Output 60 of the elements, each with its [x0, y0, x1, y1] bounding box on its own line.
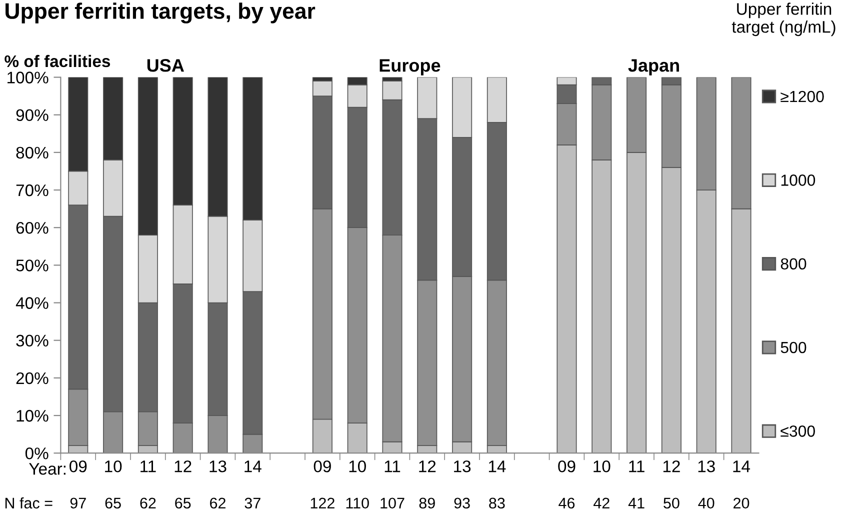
x-tick-label: 10: [349, 460, 366, 472]
text: 50: [664, 498, 680, 509]
legend-label: 1000: [781, 174, 816, 186]
y-tick-label: 30%: [16, 334, 48, 347]
x-tick-label: 13: [210, 460, 226, 472]
x-tick-label: 09: [558, 460, 576, 472]
y-tick-label: 60%: [16, 222, 48, 234]
text: USA: [147, 59, 184, 72]
x-tick-label: 11: [384, 460, 400, 472]
y-tick-label: 40%: [16, 297, 48, 309]
x-tick-label: 09: [314, 460, 331, 472]
chart-title: Upper ferritin targets, by year: [6, 2, 316, 24]
text: 62: [140, 498, 156, 509]
x-tick-label: 11: [140, 460, 156, 472]
y-tick-label: 70%: [16, 184, 48, 196]
x-tick-label: 12: [174, 460, 192, 472]
text: 46: [558, 498, 575, 509]
x-tick-label: 10: [594, 460, 610, 472]
legend-title: Upper ferritin target (ng/mL): [732, 2, 836, 36]
x-tick-label: 14: [733, 460, 750, 472]
y-tick-label: 100%: [8, 72, 48, 84]
x-tick-label: 11: [629, 460, 644, 472]
text: 93: [454, 498, 470, 509]
x-tick-label: 13: [454, 460, 471, 472]
y-axis-title: % of facilities: [4, 54, 110, 68]
text: Year:: [29, 463, 66, 475]
legend-label: ≥1200: [780, 90, 824, 102]
y-tick-label: 90%: [16, 109, 48, 122]
legend-label: ≤300: [780, 426, 815, 437]
text: 62: [210, 498, 226, 509]
text: Japan: [628, 59, 679, 76]
text: 40: [698, 498, 714, 509]
text: 89: [419, 498, 435, 509]
x-tick-label: 12: [663, 460, 680, 472]
legend-label: 500: [780, 342, 806, 354]
text: N fac =: [5, 497, 52, 509]
text: 110: [346, 498, 369, 509]
y-tick-label: 50%: [16, 260, 48, 272]
y-tick-label: 0%: [25, 447, 48, 460]
text: 41: [628, 498, 644, 508]
text: 65: [175, 498, 191, 509]
legend-label: 800: [780, 258, 806, 270]
text: 20: [734, 498, 750, 509]
x-tick-label: 12: [419, 460, 436, 472]
x-tick-label: 10: [105, 460, 122, 472]
text: 42: [594, 498, 610, 508]
text: 97: [70, 498, 86, 509]
x-tick-label: 09: [70, 460, 87, 472]
y-tick-label: 80%: [16, 146, 48, 159]
y-tick-label: 20%: [16, 372, 48, 384]
text: 83: [489, 498, 505, 509]
text: 37: [244, 498, 260, 509]
text: Europe: [380, 59, 440, 76]
text: 107: [380, 498, 404, 509]
text: 122: [310, 498, 334, 508]
x-tick-label: 13: [698, 460, 715, 472]
x-tick-label: 14: [488, 460, 506, 472]
y-tick-label: 10%: [16, 410, 48, 422]
text: 65: [105, 498, 121, 509]
x-tick-label: 14: [244, 460, 262, 472]
